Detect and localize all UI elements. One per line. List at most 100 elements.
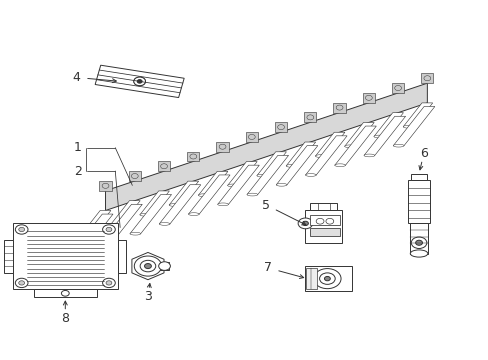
- Polygon shape: [305, 136, 346, 175]
- Circle shape: [219, 144, 225, 149]
- Ellipse shape: [110, 223, 121, 226]
- Ellipse shape: [363, 154, 374, 157]
- Ellipse shape: [198, 194, 209, 197]
- Circle shape: [19, 281, 24, 285]
- Bar: [310, 228, 339, 236]
- Polygon shape: [71, 214, 113, 253]
- Ellipse shape: [217, 203, 228, 206]
- Polygon shape: [245, 132, 257, 142]
- Bar: [305, 266, 351, 291]
- Circle shape: [102, 278, 115, 288]
- Polygon shape: [391, 83, 404, 93]
- Circle shape: [189, 154, 196, 159]
- Polygon shape: [315, 132, 344, 156]
- Circle shape: [131, 174, 138, 179]
- Ellipse shape: [188, 213, 199, 216]
- Circle shape: [410, 237, 426, 248]
- Circle shape: [324, 276, 330, 281]
- Circle shape: [144, 264, 151, 269]
- Circle shape: [306, 115, 313, 120]
- Ellipse shape: [409, 250, 427, 257]
- Polygon shape: [373, 113, 403, 136]
- Circle shape: [106, 281, 112, 285]
- Ellipse shape: [256, 174, 267, 177]
- Circle shape: [316, 219, 324, 224]
- Polygon shape: [227, 162, 257, 185]
- Circle shape: [137, 80, 142, 83]
- Polygon shape: [95, 65, 184, 98]
- Circle shape: [137, 80, 142, 83]
- Circle shape: [325, 219, 333, 224]
- Polygon shape: [362, 93, 374, 103]
- Polygon shape: [132, 252, 163, 280]
- Circle shape: [365, 95, 371, 100]
- Text: 6: 6: [419, 147, 427, 159]
- Ellipse shape: [315, 155, 325, 157]
- Circle shape: [423, 76, 430, 81]
- Bar: [410, 174, 427, 180]
- Circle shape: [415, 240, 422, 245]
- Polygon shape: [344, 122, 373, 146]
- Circle shape: [319, 273, 334, 284]
- Polygon shape: [304, 112, 316, 122]
- Polygon shape: [187, 152, 199, 161]
- Polygon shape: [101, 204, 142, 243]
- Ellipse shape: [227, 184, 238, 187]
- Circle shape: [140, 260, 156, 272]
- Ellipse shape: [334, 164, 345, 167]
- Polygon shape: [274, 122, 286, 132]
- Circle shape: [134, 77, 145, 86]
- Text: 4: 4: [72, 71, 80, 84]
- Bar: [310, 203, 336, 211]
- Ellipse shape: [305, 174, 316, 176]
- Circle shape: [15, 278, 28, 288]
- Ellipse shape: [403, 125, 413, 128]
- Circle shape: [61, 291, 69, 296]
- Bar: [306, 268, 317, 289]
- Polygon shape: [169, 181, 198, 205]
- Polygon shape: [158, 161, 170, 171]
- Circle shape: [313, 269, 340, 289]
- Ellipse shape: [285, 165, 296, 167]
- Bar: [160, 262, 168, 270]
- Polygon shape: [105, 83, 427, 211]
- Circle shape: [298, 218, 312, 229]
- Polygon shape: [333, 103, 345, 113]
- Circle shape: [102, 225, 115, 234]
- Bar: [305, 211, 341, 243]
- Bar: [407, 180, 429, 223]
- Polygon shape: [81, 211, 111, 234]
- Polygon shape: [4, 240, 13, 273]
- Polygon shape: [403, 103, 432, 127]
- Polygon shape: [118, 240, 126, 273]
- Ellipse shape: [392, 144, 403, 147]
- Polygon shape: [216, 142, 228, 152]
- Circle shape: [302, 221, 308, 226]
- Bar: [409, 223, 427, 253]
- Ellipse shape: [71, 252, 82, 255]
- Polygon shape: [217, 165, 259, 204]
- Ellipse shape: [373, 135, 384, 138]
- Ellipse shape: [276, 183, 286, 186]
- Polygon shape: [256, 152, 286, 176]
- Circle shape: [158, 262, 170, 270]
- Circle shape: [335, 105, 342, 110]
- Polygon shape: [276, 145, 317, 185]
- Polygon shape: [363, 116, 405, 156]
- Text: 1: 1: [74, 141, 81, 154]
- Polygon shape: [198, 171, 227, 195]
- Circle shape: [19, 227, 24, 231]
- Bar: [13, 223, 118, 289]
- Bar: [34, 289, 97, 297]
- Polygon shape: [110, 201, 140, 225]
- Ellipse shape: [140, 213, 150, 216]
- Circle shape: [102, 183, 109, 188]
- Ellipse shape: [159, 222, 170, 225]
- Circle shape: [160, 164, 167, 169]
- Circle shape: [277, 125, 284, 130]
- Ellipse shape: [130, 232, 141, 235]
- Ellipse shape: [344, 145, 355, 148]
- Ellipse shape: [169, 204, 180, 206]
- Circle shape: [134, 77, 145, 86]
- Circle shape: [248, 134, 255, 139]
